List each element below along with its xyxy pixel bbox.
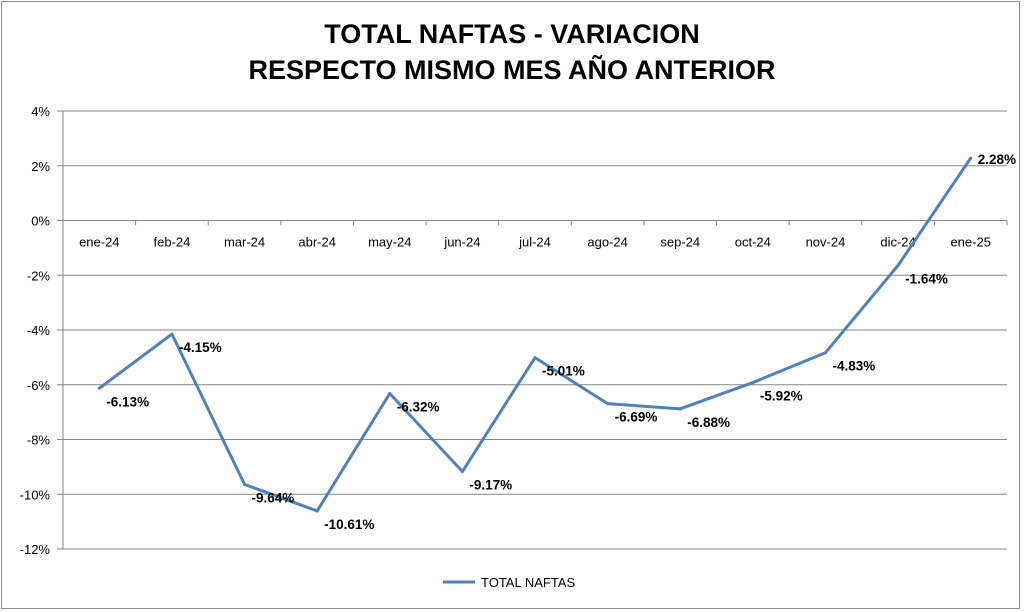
data-label: -6.13% — [106, 394, 149, 409]
data-label: -6.88% — [687, 415, 730, 430]
x-tick-label: jul-24 — [518, 235, 551, 250]
y-tick-label: 2% — [31, 159, 50, 174]
data-label: -9.17% — [469, 478, 512, 493]
data-point — [606, 402, 610, 406]
x-tick-label: ago-24 — [587, 235, 627, 250]
x-tick-label: oct-24 — [735, 235, 771, 250]
data-point — [170, 332, 174, 336]
y-tick-label: -8% — [27, 433, 51, 448]
x-tick-label: sep-24 — [660, 235, 700, 250]
data-point — [678, 407, 682, 411]
x-tick-label: ene-25 — [950, 235, 990, 250]
data-label: -6.32% — [397, 400, 440, 415]
data-label: -1.64% — [905, 271, 948, 286]
x-tick-label: mar-24 — [224, 235, 265, 250]
data-point — [97, 386, 101, 390]
series-line-total-naftas — [98, 157, 972, 513]
data-point — [243, 482, 247, 486]
chart-title-line1: TOTAL NAFTAS - VARIACION — [324, 19, 700, 49]
x-tick-label: may-24 — [368, 235, 411, 250]
y-tick-label: -4% — [27, 323, 51, 338]
legend-label: TOTAL NAFTAS — [481, 575, 575, 590]
data-label: -4.83% — [832, 359, 875, 374]
y-tick-label: 4% — [31, 104, 50, 119]
data-point — [388, 392, 392, 396]
data-label: -4.15% — [179, 340, 222, 355]
y-tick-label: 0% — [31, 214, 50, 229]
data-label: -5.92% — [760, 389, 803, 404]
x-tick-label: jun-24 — [443, 235, 480, 250]
data-point — [315, 509, 319, 513]
x-tick-label: feb-24 — [153, 235, 190, 250]
y-tick-label: -2% — [27, 268, 51, 283]
data-point — [460, 470, 464, 474]
y-tick-label: -10% — [20, 487, 51, 502]
data-point — [896, 263, 900, 267]
x-tick-label: ene-24 — [79, 235, 119, 250]
data-label: -10.61% — [324, 517, 374, 532]
x-tick-label: nov-24 — [806, 235, 846, 250]
data-label: 2.28% — [978, 152, 1016, 167]
data-point — [823, 351, 827, 355]
y-tick-label: -6% — [27, 378, 51, 393]
data-label: -6.69% — [615, 410, 658, 425]
x-tick-label: dic-24 — [880, 235, 915, 250]
data-point — [969, 156, 973, 160]
data-label: -5.01% — [542, 364, 585, 379]
data-point — [751, 381, 755, 385]
chart-title-line2: RESPECTO MISMO MES AÑO ANTERIOR — [248, 55, 776, 85]
data-label: -9.64% — [252, 490, 295, 505]
chart-title: TOTAL NAFTAS - VARIACION RESPECTO MISMO … — [0, 16, 1024, 88]
x-tick-label: abr-24 — [298, 235, 336, 250]
data-point — [533, 356, 537, 360]
y-tick-label: -12% — [20, 542, 51, 557]
